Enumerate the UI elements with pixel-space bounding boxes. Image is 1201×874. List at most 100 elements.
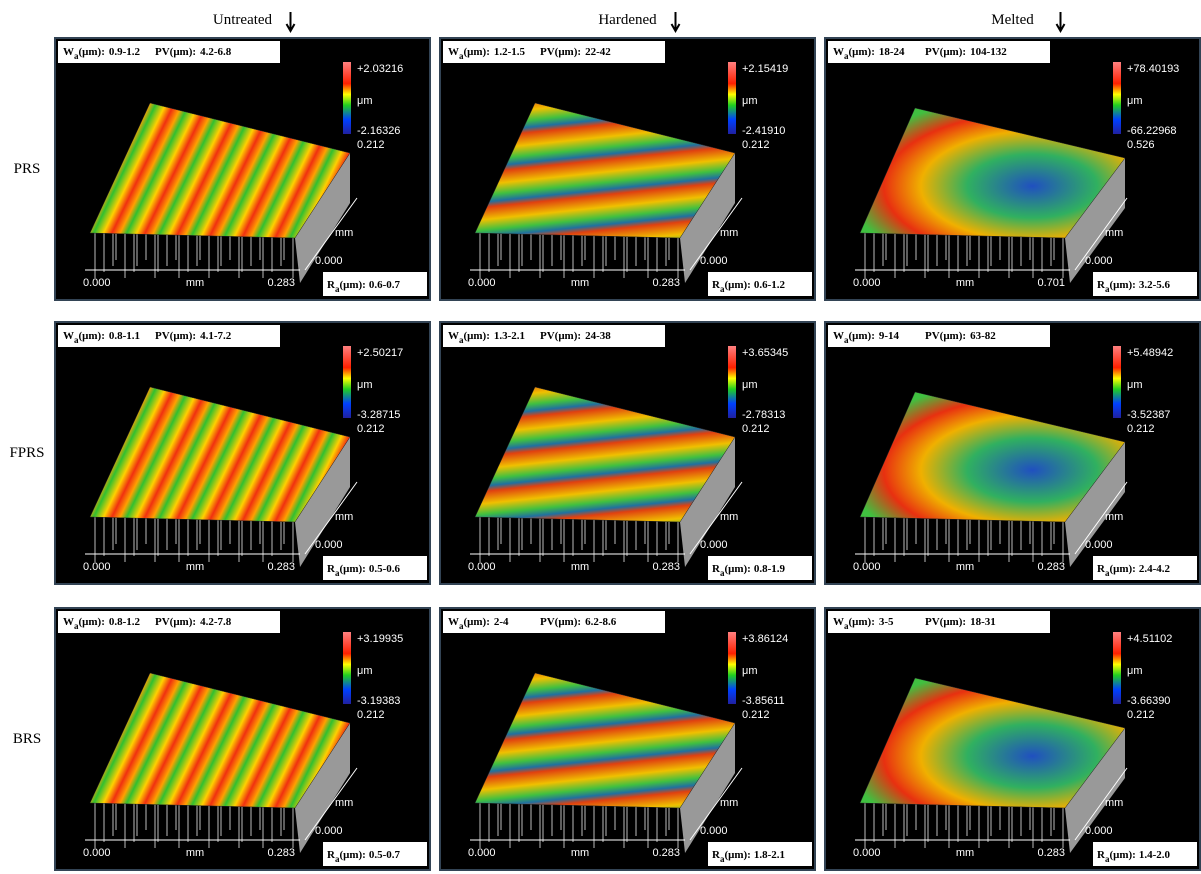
z-unit: μm	[742, 665, 758, 677]
wa-symbol: W	[833, 616, 844, 628]
column-header: Melted	[991, 12, 1034, 28]
x-axis-zero: 0.000	[83, 561, 111, 573]
y-axis-unit: mm	[720, 511, 738, 523]
y-axis-unit: mm	[335, 511, 353, 523]
x-axis-max: 0.283	[652, 847, 680, 859]
z-max: +3.86124	[742, 633, 788, 645]
color-bar	[1113, 62, 1121, 134]
x-axis-zero: 0.000	[468, 847, 496, 859]
z-scale: 0.212	[742, 139, 770, 151]
wa-unit: (μm):	[79, 330, 105, 342]
column-header: Untreated	[213, 12, 273, 28]
x-axis-zero: 0.000	[83, 847, 111, 859]
pv-value: 104-132	[970, 46, 1007, 58]
x-axis-unit: mm	[571, 561, 589, 573]
z-min: -2.78313	[742, 409, 785, 421]
y-axis-zero: 0.000	[700, 825, 728, 837]
ra-value: 0.6-1.2	[754, 279, 786, 291]
z-min: -2.41910	[742, 125, 785, 137]
z-min: -3.52387	[1127, 409, 1170, 421]
ra-value: 3.2-5.6	[1139, 279, 1171, 291]
color-bar	[728, 62, 736, 134]
x-axis-max: 0.283	[1037, 847, 1065, 859]
x-axis-unit: mm	[571, 847, 589, 859]
arrow	[287, 12, 295, 31]
x-axis-max: 0.283	[652, 277, 680, 289]
pv-value: 4.2-6.8	[200, 46, 232, 58]
pv-label: PV(μm):	[925, 46, 966, 58]
ra-value: 2.4-4.2	[1139, 563, 1171, 575]
z-unit: μm	[1127, 95, 1143, 107]
z-min: -3.66390	[1127, 695, 1170, 707]
y-axis-unit: mm	[1105, 511, 1123, 523]
z-scale: 0.212	[357, 709, 385, 721]
color-bar	[343, 632, 351, 704]
wa-value: 1.2-1.5	[494, 46, 526, 58]
z-scale: 0.212	[742, 709, 770, 721]
ra-unit: (μm):	[339, 279, 365, 291]
z-min: -2.16326	[357, 125, 400, 137]
x-axis-unit: mm	[956, 561, 974, 573]
ra-unit: (μm):	[724, 279, 750, 291]
wa-value: 18-24	[879, 46, 905, 58]
x-axis-max: 0.283	[267, 847, 295, 859]
pv-value: 22-42	[585, 46, 611, 58]
z-unit: μm	[1127, 665, 1143, 677]
row-label: FPRS	[9, 445, 44, 461]
pv-value: 63-82	[970, 330, 996, 342]
z-min: -3.85611	[742, 695, 785, 707]
wa-symbol: W	[833, 330, 844, 342]
z-scale: 0.212	[357, 423, 385, 435]
pv-value: 18-31	[970, 616, 996, 628]
wa-unit: (μm):	[79, 616, 105, 628]
ra-value: 0.6-0.7	[369, 279, 401, 291]
arrow	[672, 12, 680, 31]
ra-unit: (μm):	[1109, 563, 1135, 575]
wa-value: 9-14	[879, 330, 900, 342]
z-max: +3.65345	[742, 347, 788, 359]
z-unit: μm	[742, 379, 758, 391]
wa-symbol: W	[63, 330, 74, 342]
pv-label: PV(μm):	[540, 616, 581, 628]
color-bar	[1113, 346, 1121, 418]
x-axis-zero: 0.000	[853, 847, 881, 859]
color-bar	[728, 632, 736, 704]
color-bar	[728, 346, 736, 418]
figure: UntreatedHardenedMeltedPRSFPRSBRS+2.0321…	[0, 0, 1201, 874]
wa-unit: (μm):	[849, 616, 875, 628]
x-axis-max: 0.701	[1037, 277, 1065, 289]
wa-unit: (μm):	[849, 46, 875, 58]
z-scale: 0.212	[1127, 423, 1155, 435]
pv-label: PV(μm):	[155, 46, 196, 58]
row-label: PRS	[14, 161, 41, 177]
pv-value: 4.1-7.2	[200, 330, 232, 342]
z-max: +3.19935	[357, 633, 403, 645]
ra-unit: (μm):	[339, 849, 365, 861]
surface-panel: +3.19935μm-3.193830.212mm0.0000.000mm0.2…	[55, 608, 430, 870]
x-axis-max: 0.283	[652, 561, 680, 573]
arrow	[1057, 12, 1065, 31]
y-axis-unit: mm	[720, 227, 738, 239]
color-bar	[343, 346, 351, 418]
x-axis-zero: 0.000	[83, 277, 111, 289]
x-axis-zero: 0.000	[853, 561, 881, 573]
x-axis-unit: mm	[186, 847, 204, 859]
wa-value: 2-4	[494, 616, 509, 628]
z-max: +4.51102	[1127, 633, 1172, 645]
pv-value: 24-38	[585, 330, 611, 342]
z-unit: μm	[357, 379, 373, 391]
z-max: +5.48942	[1127, 347, 1173, 359]
y-axis-zero: 0.000	[315, 539, 343, 551]
ra-value: 0.5-0.6	[369, 563, 401, 575]
wa-value: 1.3-2.1	[494, 330, 525, 342]
wa-symbol: W	[63, 46, 74, 58]
ra-unit: (μm):	[1109, 279, 1135, 291]
x-axis-zero: 0.000	[853, 277, 881, 289]
x-axis-unit: mm	[186, 277, 204, 289]
wa-symbol: W	[448, 330, 459, 342]
y-axis-zero: 0.000	[1085, 539, 1113, 551]
